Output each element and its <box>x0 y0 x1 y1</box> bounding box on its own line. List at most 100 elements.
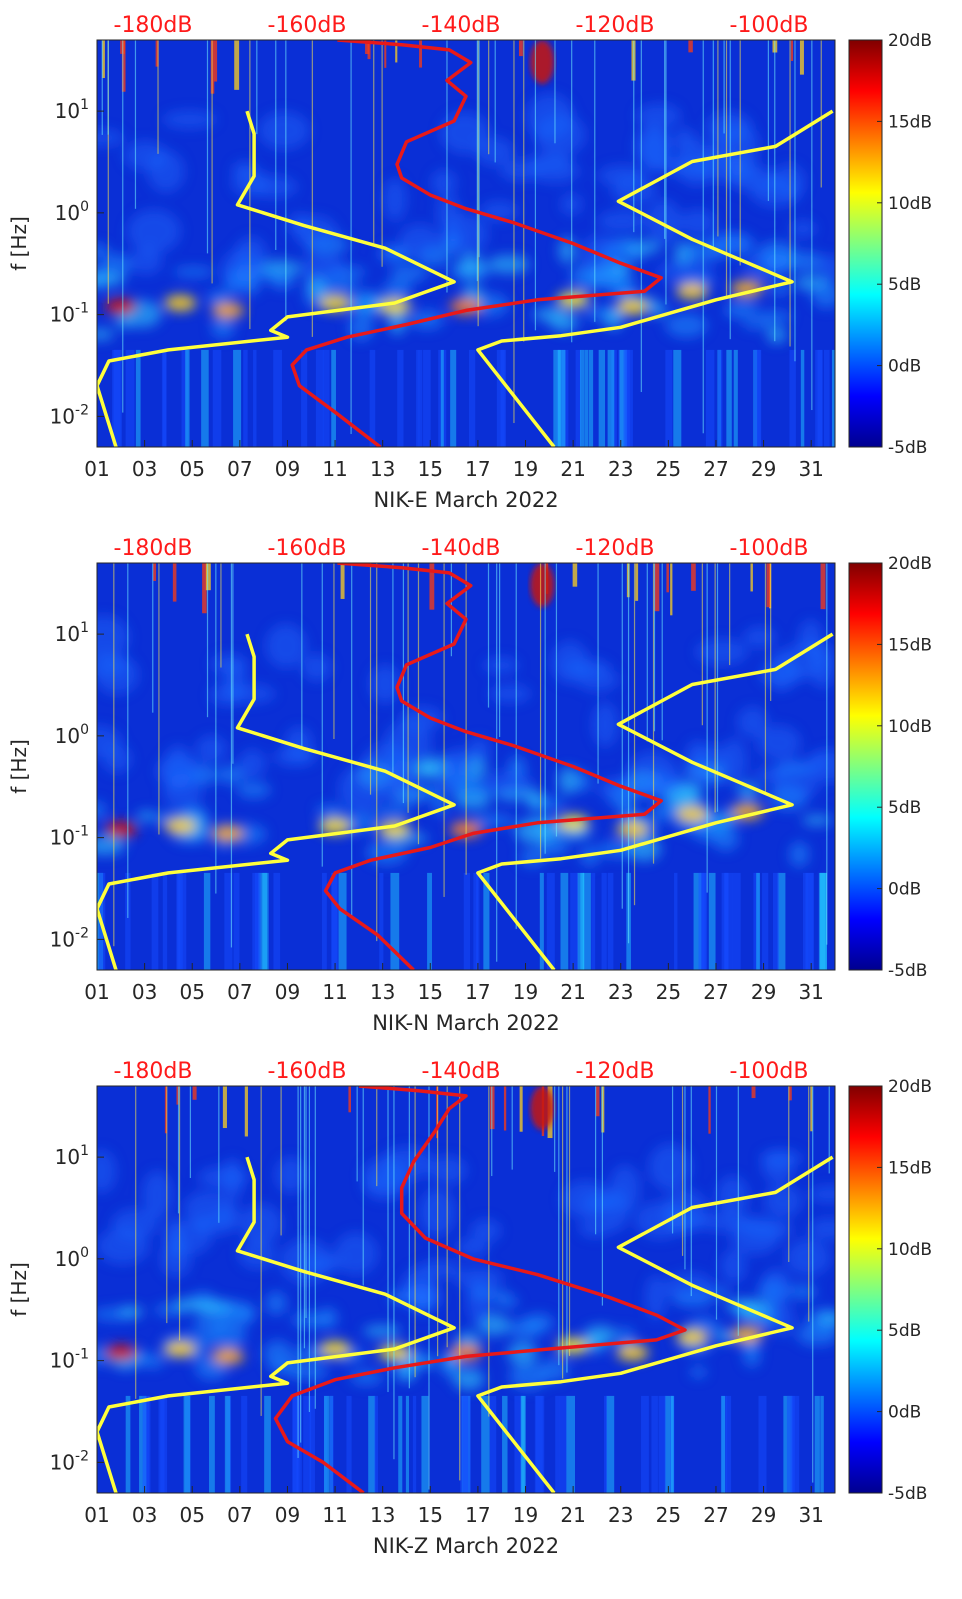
x-tick-label: 17 <box>465 457 490 481</box>
x-tick-label: 31 <box>798 1503 823 1527</box>
plot-frame <box>96 39 836 448</box>
x-tick-label: 15 <box>418 980 443 1004</box>
x-tick-label: 17 <box>465 1503 490 1527</box>
y-tick-label: 10-2 <box>50 925 89 951</box>
x-tick-label: 21 <box>560 1503 585 1527</box>
colorbar <box>848 1085 883 1494</box>
db-scale-label: -140dB <box>422 536 501 561</box>
heatmap <box>97 563 835 970</box>
x-tick-label: 15 <box>418 457 443 481</box>
colorbar-label: 15dB <box>888 112 932 132</box>
x-tick-label: 23 <box>608 980 633 1004</box>
db-scale-label: -160dB <box>268 536 347 561</box>
x-tick-label: 25 <box>656 1503 681 1527</box>
x-tick-label: 01 <box>84 457 109 481</box>
x-tick-label: 23 <box>608 1503 633 1527</box>
y-tick-label: 100 <box>55 1245 89 1271</box>
x-tick-label: 25 <box>656 457 681 481</box>
chart-panel: 10-2 10-1 100 101 01 03 05 07 09 11 13 15 17 19 21 23 25… <box>7 536 932 1035</box>
colorbar-label: 0dB <box>888 1403 921 1423</box>
series-red <box>273 1086 687 1493</box>
x-tick-label: 09 <box>275 457 300 481</box>
x-tick-label: 07 <box>227 1503 252 1527</box>
colorbar-label: 0dB <box>888 880 921 900</box>
y-tick-label: 101 <box>55 97 89 123</box>
db-scale-label: -120dB <box>576 536 655 561</box>
db-scale-label: -160dB <box>268 1059 347 1084</box>
y-tick-label: 101 <box>55 620 89 646</box>
chart-panel: 10-2 10-1 100 101 01 03 05 07 09 11 13 15 17 19 21 23 25… <box>7 1059 932 1558</box>
colorbar-label: 10dB <box>888 1240 932 1260</box>
db-scale-label: -120dB <box>576 1059 655 1084</box>
y-tick-label: 100 <box>55 722 89 748</box>
x-tick-label: 29 <box>751 980 776 1004</box>
colorbar-label: 5dB <box>888 798 921 818</box>
colorbar-label: 10dB <box>888 194 932 214</box>
y-axis-label: f [Hz] <box>7 1262 31 1317</box>
x-tick-label: 21 <box>560 457 585 481</box>
x-tick-label: 23 <box>608 457 633 481</box>
y-axis-label: f [Hz] <box>7 216 31 271</box>
x-tick-label: 11 <box>322 980 347 1004</box>
colorbar <box>848 39 883 448</box>
x-tick-label: 15 <box>418 1503 443 1527</box>
x-tick-label: 09 <box>275 980 300 1004</box>
x-tick-label: 19 <box>513 980 538 1004</box>
x-tick-label: 27 <box>703 1503 728 1527</box>
db-scale-label: -100dB <box>730 536 809 561</box>
x-tick-label: 13 <box>370 457 395 481</box>
y-tick-label: 101 <box>55 1143 89 1169</box>
colorbar-label: 15dB <box>888 1158 932 1178</box>
series-red <box>290 40 663 447</box>
x-tick-label: 05 <box>179 980 204 1004</box>
colorbar <box>848 562 883 971</box>
x-tick-label: 01 <box>84 1503 109 1527</box>
x-tick-label: 09 <box>275 1503 300 1527</box>
x-tick-label: 13 <box>370 980 395 1004</box>
x-tick-label: 29 <box>751 1503 776 1527</box>
colorbar-label: 10dB <box>888 717 932 737</box>
series-yellow-right <box>476 632 834 970</box>
x-tick-label: 19 <box>513 1503 538 1527</box>
heatmap <box>97 40 835 447</box>
x-tick-label: 05 <box>179 1503 204 1527</box>
y-tick-label: 100 <box>55 199 89 225</box>
x-axis-label: NIK-N March 2022 <box>372 1011 560 1035</box>
x-tick-label: 27 <box>703 980 728 1004</box>
x-tick-label: 21 <box>560 980 585 1004</box>
series-yellow-left <box>97 633 456 970</box>
x-tick-label: 03 <box>132 457 157 481</box>
db-scale-label: -140dB <box>422 13 501 38</box>
db-scale-label: -100dB <box>730 13 809 38</box>
colorbar-label: 5dB <box>888 1321 921 1341</box>
x-tick-label: 01 <box>84 980 109 1004</box>
colorbar-label: 20dB <box>888 31 932 51</box>
y-tick-label: 10-2 <box>50 1448 89 1474</box>
x-tick-label: 31 <box>798 457 823 481</box>
colorbar-label: -5dB <box>888 1484 927 1504</box>
db-scale-label: -120dB <box>576 13 655 38</box>
x-tick-label: 19 <box>513 457 538 481</box>
colorbar-label: -5dB <box>888 961 927 981</box>
y-tick-label: 10-2 <box>50 402 89 428</box>
x-axis-label: NIK-Z March 2022 <box>373 1534 559 1558</box>
colorbar-label: 0dB <box>888 357 921 377</box>
db-scale-label: -180dB <box>114 536 193 561</box>
db-scale-label: -180dB <box>114 1059 193 1084</box>
colorbar-label: 20dB <box>888 1077 932 1097</box>
colorbar-label: -5dB <box>888 438 927 458</box>
x-tick-label: 11 <box>322 1503 347 1527</box>
y-tick-label: 10-1 <box>50 824 89 850</box>
series-yellow-left <box>97 1156 456 1493</box>
db-scale-label: -180dB <box>114 13 193 38</box>
series-yellow-right <box>476 109 834 447</box>
x-tick-label: 17 <box>465 980 490 1004</box>
colorbar-label: 5dB <box>888 275 921 295</box>
plot-frame <box>96 562 836 971</box>
x-tick-label: 03 <box>132 1503 157 1527</box>
db-scale-label: -100dB <box>730 1059 809 1084</box>
plot-frame <box>96 1085 836 1494</box>
heatmap <box>97 1086 835 1493</box>
colorbar-label: 20dB <box>888 554 932 574</box>
